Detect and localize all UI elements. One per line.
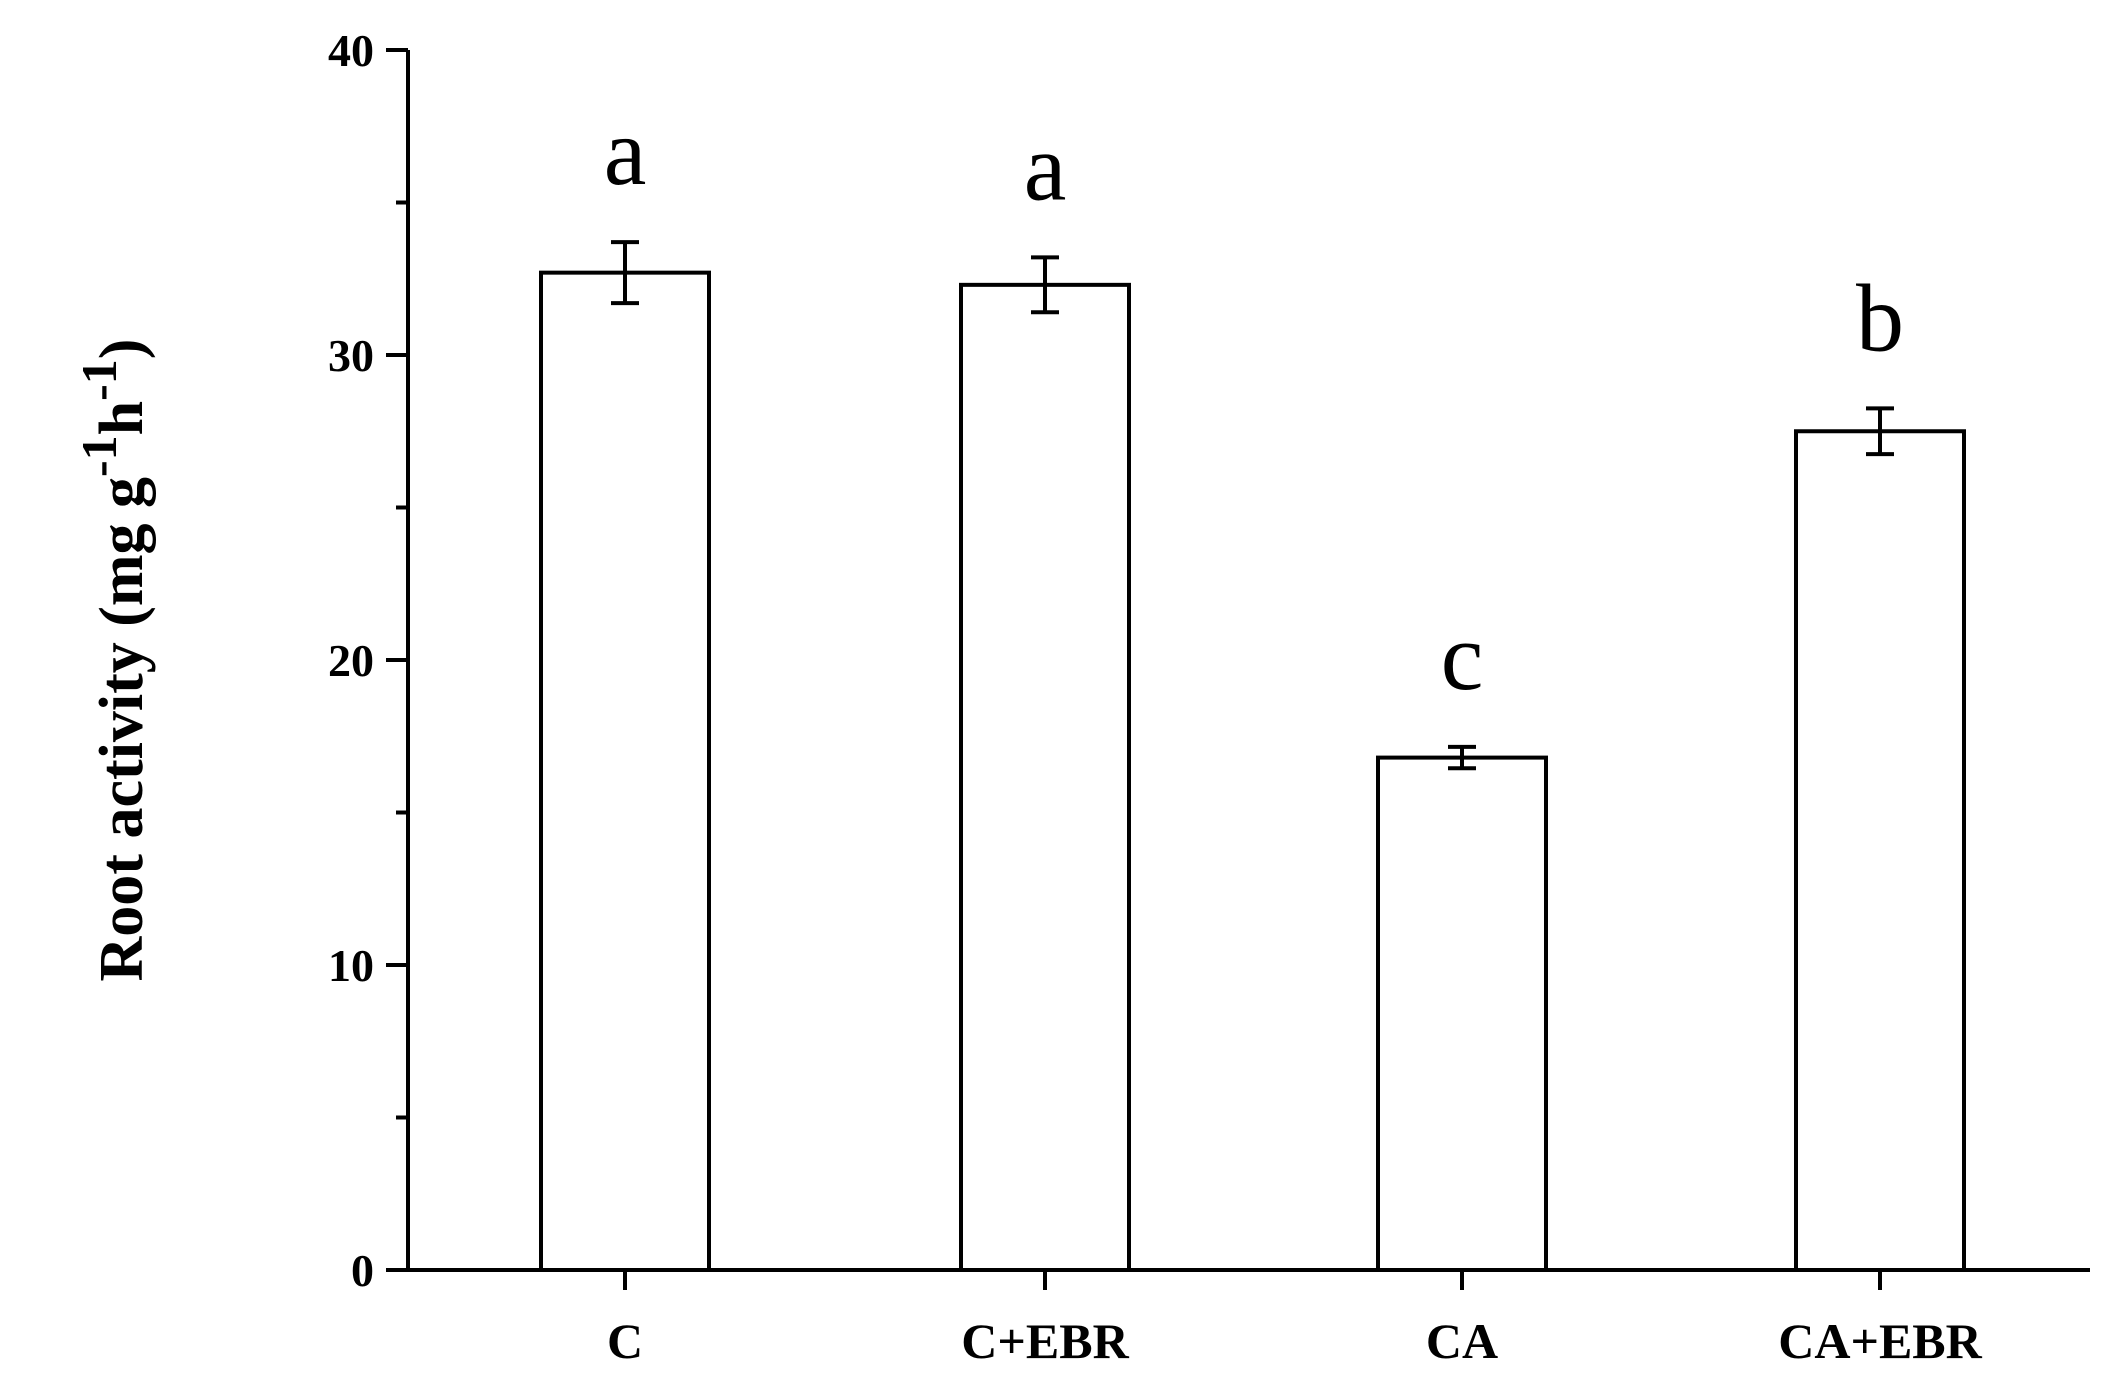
y-tick-label: 0: [351, 1245, 374, 1296]
bar-ca: [1376, 755, 1548, 1272]
bar-c-ebr: [959, 282, 1131, 1273]
bars: [539, 240, 1966, 1273]
bar-c: [539, 270, 711, 1272]
x-tick-label: CA: [1426, 1313, 1498, 1369]
significance-label: a: [1024, 113, 1067, 220]
x-tick-label: C: [607, 1313, 643, 1369]
y-axis-title: Root activity (mg g-1h-1): [71, 339, 156, 982]
x-tick-label: C+EBR: [961, 1313, 1129, 1369]
significance-label: c: [1441, 603, 1484, 710]
y-tick-label: 30: [328, 330, 374, 381]
labels: Ca C+EBR a CA c CA+EBR b: [604, 98, 1983, 1369]
significance-label: a: [604, 98, 647, 205]
x-tick-label: CA+EBR: [1778, 1313, 1982, 1369]
y-axis-label: Root activity (mg g-1h-1): [71, 339, 156, 982]
significance-label: b: [1856, 264, 1904, 371]
bar-ca-ebr: [1794, 429, 1966, 1272]
y-tick-label: 40: [328, 25, 374, 76]
y-tick-label: 10: [328, 940, 374, 991]
y-tick-label: 20: [328, 635, 374, 686]
